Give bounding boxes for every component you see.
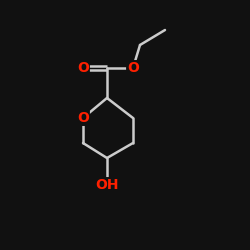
Text: O: O [77, 61, 89, 75]
Text: O: O [77, 111, 89, 125]
Text: O: O [127, 61, 139, 75]
Text: OH: OH [95, 178, 119, 192]
